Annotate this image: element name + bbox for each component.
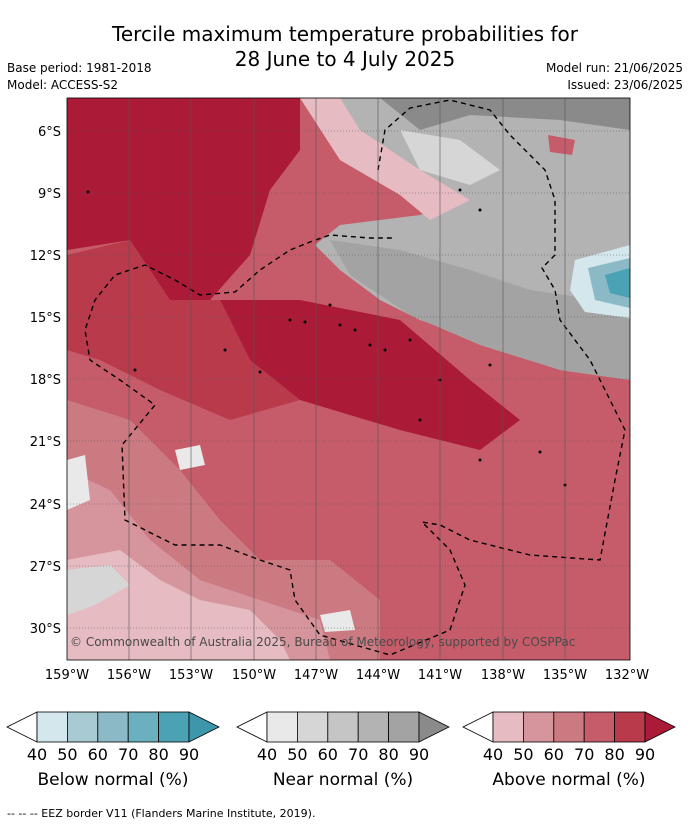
- above-normal-90-region-2: [220, 300, 520, 450]
- probability-map: © Commonwealth of Australia 2025, Bureau…: [6, 97, 676, 764]
- near-normal-small-region-2: [175, 445, 205, 470]
- above-normal-90-region: [67, 98, 300, 300]
- near-normal-sw-region: [67, 565, 130, 615]
- above-normal-legend-swatch: [492, 711, 524, 743]
- below-normal-legend-swatch: [67, 711, 99, 743]
- issued-text: Issued: 23/06/2025: [567, 78, 683, 92]
- lat-label: 6°S: [38, 125, 61, 140]
- meta-left: Base period: 1981-2018 Model: ACCESS-S2: [7, 60, 152, 94]
- lon-label: 132°W: [605, 668, 649, 683]
- above-normal-legend-swatch: [583, 711, 616, 743]
- above-normal-50-band: [300, 98, 470, 220]
- legend-label-near: Near normal (%): [272, 770, 414, 790]
- near-normal-legend-tick: 80: [378, 745, 398, 764]
- islands: [86, 188, 567, 487]
- above-normal-legend-tick: 80: [604, 745, 624, 764]
- model-text: Model: ACCESS-S2: [7, 78, 119, 92]
- model-run-text: Model run: 21/06/2025: [545, 61, 683, 75]
- lon-label: 159°W: [45, 668, 89, 683]
- above-normal-legend-tick: 50: [513, 745, 533, 764]
- base-period-text: Base period: 1981-2018: [7, 61, 152, 75]
- near-normal-legend-swatch: [388, 711, 420, 743]
- below-normal-legend-extend-high: [188, 711, 220, 743]
- lat-axis: 6°S 9°S 12°S 15°S 18°S 21°S 24°S 27°S 30…: [30, 125, 61, 637]
- above-normal-legend-extend-low: [462, 711, 494, 743]
- below-normal-90-region: [605, 268, 630, 298]
- lat-label: 9°S: [38, 187, 61, 202]
- lon-axis: 159°W 156°W 153°W 150°W 147°W 144°W 141°…: [45, 668, 649, 683]
- lon-label: 141°W: [418, 668, 462, 683]
- lat-label: 15°S: [30, 311, 61, 326]
- below-normal-legend-swatch: [127, 711, 159, 743]
- below-normal-legend-tick: 70: [118, 745, 138, 764]
- legend-label-below: Below normal (%): [37, 770, 189, 790]
- above-normal-50-region: [67, 550, 290, 660]
- above-normal-legend-swatch: [523, 711, 555, 743]
- below-normal-legend-tick: 60: [88, 745, 108, 764]
- below-normal-legend-extend-low: [6, 711, 38, 743]
- near-normal-legend-swatch: [296, 711, 329, 743]
- near-normal-legend-tick: 90: [409, 745, 429, 764]
- map-field: [67, 98, 630, 660]
- below-normal-legend-tick: 50: [57, 745, 77, 764]
- above-normal-small-region: [548, 135, 575, 155]
- legend-label-above: Above normal (%): [492, 770, 646, 790]
- near-normal-legend-extend-high: [418, 711, 450, 743]
- near-normal-60-region: [400, 130, 500, 185]
- near-normal-legend-extend-low: [236, 711, 268, 743]
- below-normal-legend-swatch: [158, 711, 190, 743]
- lat-label: 21°S: [30, 435, 61, 450]
- below-normal-legend-tick: 40: [27, 745, 47, 764]
- near-normal-legend-tick: 50: [287, 745, 307, 764]
- meridians: [128, 98, 566, 660]
- near-normal-small-region: [320, 610, 355, 632]
- lat-label: 18°S: [30, 373, 61, 388]
- near-normal-90-region: [330, 240, 630, 380]
- title-line-2: 28 June to 4 July 2025: [234, 47, 456, 71]
- lon-label: 138°W: [481, 668, 525, 683]
- near-normal-west-region: [67, 455, 90, 510]
- near-normal-dark-region: [380, 98, 630, 130]
- eez-footnote: -- -- -- EEZ border V11 (Flanders Marine…: [7, 807, 316, 820]
- lon-label: 135°W: [543, 668, 587, 683]
- below-normal-legend-tick: 90: [179, 745, 199, 764]
- above-normal-legend-extend-high: [644, 711, 676, 743]
- lon-label: 147°W: [294, 668, 338, 683]
- near-normal-legend-tick: 40: [257, 745, 277, 764]
- lon-label: 156°W: [107, 668, 151, 683]
- map-frame: [66, 97, 631, 661]
- near-normal-legend-swatch: [327, 711, 359, 743]
- above-normal-legend-tick: 90: [635, 745, 655, 764]
- near-normal-legend-tick: 70: [348, 745, 368, 764]
- lat-label: 27°S: [30, 560, 61, 575]
- lat-label: 12°S: [30, 249, 61, 264]
- near-normal-legend-swatch: [357, 711, 390, 743]
- gridlines: [67, 130, 630, 629]
- lat-label: 30°S: [30, 622, 61, 637]
- meta-right: Model run: 21/06/2025 Issued: 23/06/2025: [546, 60, 683, 94]
- legends: 40 50 60 70 80 90 40 50 60 70 80 90 40 50 60 70 80 90: [6, 711, 676, 764]
- near-normal-legend-tick: 60: [318, 745, 338, 764]
- lon-label: 153°W: [169, 668, 213, 683]
- above-normal-80-region: [67, 240, 300, 420]
- below-normal-legend-swatch: [97, 711, 129, 743]
- above-normal-legend-tick: 40: [483, 745, 503, 764]
- lat-label: 24°S: [30, 498, 61, 513]
- above-normal-legend-swatch: [553, 711, 585, 743]
- below-normal-legend-tick: 80: [148, 745, 168, 764]
- lon-label: 144°W: [356, 668, 400, 683]
- lon-label: 150°W: [232, 668, 276, 683]
- near-normal-legend-swatch: [266, 711, 298, 743]
- title-line-1: Tercile maximum temperature probabilitie…: [112, 22, 578, 46]
- above-normal-legend-swatch: [614, 711, 646, 743]
- copyright-text: © Commonwealth of Australia 2025, Bureau…: [70, 635, 575, 649]
- above-normal-legend-tick: 70: [574, 745, 594, 764]
- above-normal-legend-tick: 60: [544, 745, 564, 764]
- map-title: Tercile maximum temperature probabilitie…: [0, 22, 690, 72]
- eez-border: [84, 99, 626, 656]
- below-normal-legend-swatch: [36, 711, 68, 743]
